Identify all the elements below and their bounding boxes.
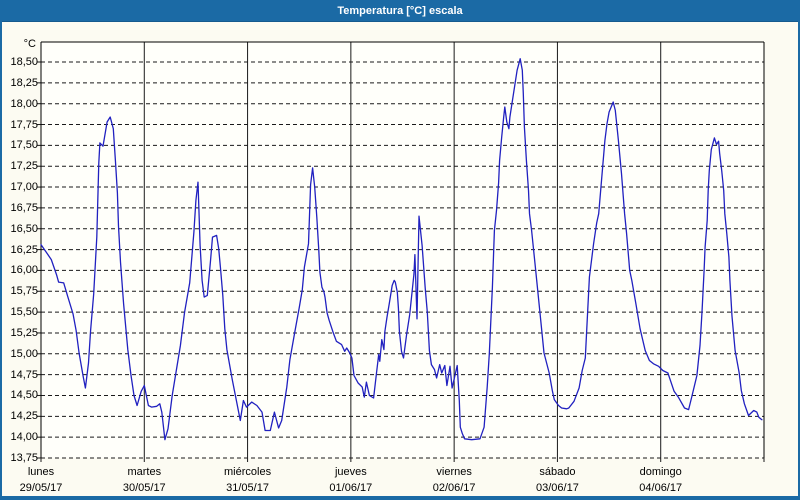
y-tick-label: 14,25 [10,410,38,423]
x-day-label: martes [127,466,162,478]
x-day-label: sábado [539,466,576,478]
x-day-label: jueves [334,466,367,478]
temperature-line-chart [37,41,765,462]
x-day-label: viernes [436,466,472,478]
y-tick-label: 17,25 [10,160,38,173]
y-tick-label: 16,25 [10,243,38,256]
y-tick-label: 14,75 [10,368,38,381]
y-tick-label: 18,00 [10,97,38,110]
y-axis-unit-label: °C [23,38,36,50]
y-tick-label: 16,00 [10,264,38,277]
x-date-label: 04/06/17 [639,482,683,494]
x-day-label: domingo [639,466,682,478]
y-tick-label: 17,75 [10,118,38,131]
y-tick-label: 15,75 [10,285,38,298]
y-tick-label: 18,25 [10,76,38,89]
y-tick-label: 17,50 [10,139,38,152]
y-tick-label: 17,00 [10,181,38,194]
window-titlebar: Temperatura [°C] escala [2,0,798,22]
x-date-label: 31/05/17 [226,482,269,494]
x-date-label: 01/06/17 [329,482,373,494]
y-tick-label: 15,00 [10,347,38,360]
y-tick-label: 15,50 [10,306,38,319]
x-date-label: 02/06/17 [432,482,476,494]
temperature-series-line [40,58,763,441]
x-day-label: lunes [27,466,55,478]
y-tick-label: 15,25 [10,326,38,339]
x-date-label: 29/05/17 [19,482,63,494]
chart-area: °C 18,50 18,25 18,00 17,75 17,50 17,25 17,00 16… [2,22,798,496]
window-title: Temperatura [°C] escala [337,4,463,17]
y-tick-label: 14,50 [10,389,38,402]
y-tick-label: 18,50 [10,56,38,68]
y-tick-label: 16,50 [10,222,38,235]
y-tick-label: 13,75 [10,452,38,464]
x-date-label: 30/05/17 [122,482,166,494]
y-tick-label: 16,75 [10,201,38,214]
y-tick-label: 14,00 [10,431,38,444]
x-day-label: miércoles [224,466,272,478]
x-date-label: 03/06/17 [536,482,579,494]
